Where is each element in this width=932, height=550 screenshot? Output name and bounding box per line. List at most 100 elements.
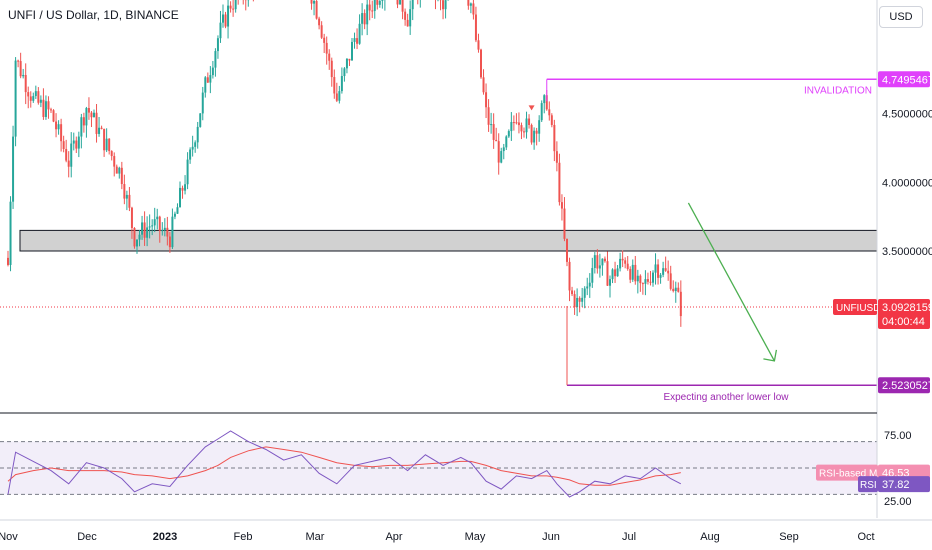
candle-down	[19, 61, 22, 77]
candle-up	[510, 122, 513, 132]
candle-down	[65, 149, 68, 161]
candle-up	[411, 0, 414, 10]
candle-down	[110, 151, 113, 157]
time-tick-label: Apr	[385, 531, 402, 543]
candle-down	[47, 101, 50, 110]
candle-up	[591, 268, 594, 283]
candle-up	[209, 75, 212, 83]
candle-down	[232, 8, 235, 10]
candle-up	[409, 9, 412, 27]
time-tick-label: Oct	[857, 531, 874, 543]
candle-down	[130, 207, 133, 228]
candle-down	[669, 273, 672, 289]
candle-up	[543, 95, 546, 104]
candle-up	[12, 136, 15, 202]
candle-up	[136, 239, 138, 247]
candle-up	[598, 265, 601, 269]
candle-down	[333, 77, 336, 94]
current-price-label-bg	[878, 298, 930, 329]
target-text: Expecting another lower low	[663, 392, 789, 403]
candle-up	[674, 287, 677, 292]
currency-button[interactable]: USD	[879, 6, 923, 28]
candle-up	[588, 282, 591, 287]
candle-down	[42, 99, 45, 117]
price-tick-label: 3.5000000	[882, 246, 932, 258]
candle-up	[80, 117, 83, 137]
candle-up	[313, 1, 316, 4]
candle-down	[558, 162, 561, 203]
candle-up	[211, 67, 214, 76]
candle-down	[52, 110, 55, 122]
candle-up	[189, 149, 192, 160]
candle-down	[566, 238, 568, 262]
candle-down	[560, 202, 563, 209]
candle-up	[191, 146, 194, 150]
target-price-label: 2.5230527	[882, 380, 932, 392]
candle-up	[204, 77, 207, 93]
candle-up	[77, 136, 80, 149]
current-price-label: 3.0928159	[882, 302, 932, 314]
candle-down	[528, 118, 531, 125]
candle-up	[39, 99, 42, 103]
candle-down	[404, 11, 407, 20]
candle-down	[657, 264, 660, 278]
candle-down	[123, 184, 126, 199]
candle-down	[224, 14, 227, 27]
candle-up	[662, 268, 665, 275]
candle-down	[535, 130, 538, 134]
candle-up	[490, 124, 493, 126]
candle-up	[105, 138, 108, 151]
candle-down	[363, 13, 366, 25]
time-tick-label: Jun	[542, 531, 560, 543]
candle-down	[229, 5, 232, 9]
candle-up	[358, 23, 361, 44]
candle-up	[234, 0, 237, 10]
candle-up	[644, 279, 647, 284]
candle-up	[636, 275, 639, 282]
candle-up	[44, 101, 47, 117]
candle-down	[548, 109, 551, 116]
price-tick-label: 4.0000000	[882, 177, 932, 189]
candle-up	[161, 230, 164, 232]
candle-down	[17, 60, 20, 62]
candle-up	[378, 0, 381, 5]
candle-down	[495, 139, 498, 142]
invalidation-price-label-bg	[878, 71, 930, 88]
candle-up	[163, 227, 166, 231]
candle-up	[214, 51, 217, 68]
candle-up	[85, 108, 88, 126]
candle-up	[586, 286, 589, 289]
candle-down	[555, 151, 558, 163]
candle-up	[340, 76, 343, 92]
rsi-ma-label: RSI-based MA	[819, 469, 884, 480]
candle-down	[27, 92, 30, 97]
candle-up	[151, 225, 154, 227]
candle-down	[67, 160, 70, 167]
axis-labels: 4.5000000 4.0000000 3.5000000 4.7495467 2.52…	[0, 71, 932, 543]
candle-down	[7, 257, 9, 265]
candle-down	[29, 96, 32, 101]
candle-down	[406, 19, 409, 27]
candle-down	[646, 279, 649, 282]
candle-up	[654, 264, 657, 273]
candle-down	[474, 14, 477, 41]
candle-up	[581, 297, 584, 302]
rsi-value: 37.82	[882, 479, 910, 491]
candle-up	[216, 38, 219, 52]
marker-triangle	[528, 105, 535, 111]
candle-down	[108, 138, 111, 152]
price-tick-label: 4.5000000	[882, 109, 932, 121]
rsi-value-bg	[878, 476, 930, 493]
candle-down	[614, 269, 617, 277]
candle-up	[14, 60, 17, 137]
candles	[7, 0, 682, 327]
candle-down	[639, 275, 642, 284]
symbol-label-bg	[833, 298, 877, 315]
time-tick-label: Dec	[77, 531, 97, 543]
time-tick-label: 2023	[153, 531, 177, 543]
candle-up	[146, 227, 149, 238]
candle-down	[330, 60, 333, 78]
candle-down	[545, 95, 548, 110]
candle-up	[611, 269, 614, 280]
candle-down	[677, 287, 680, 292]
